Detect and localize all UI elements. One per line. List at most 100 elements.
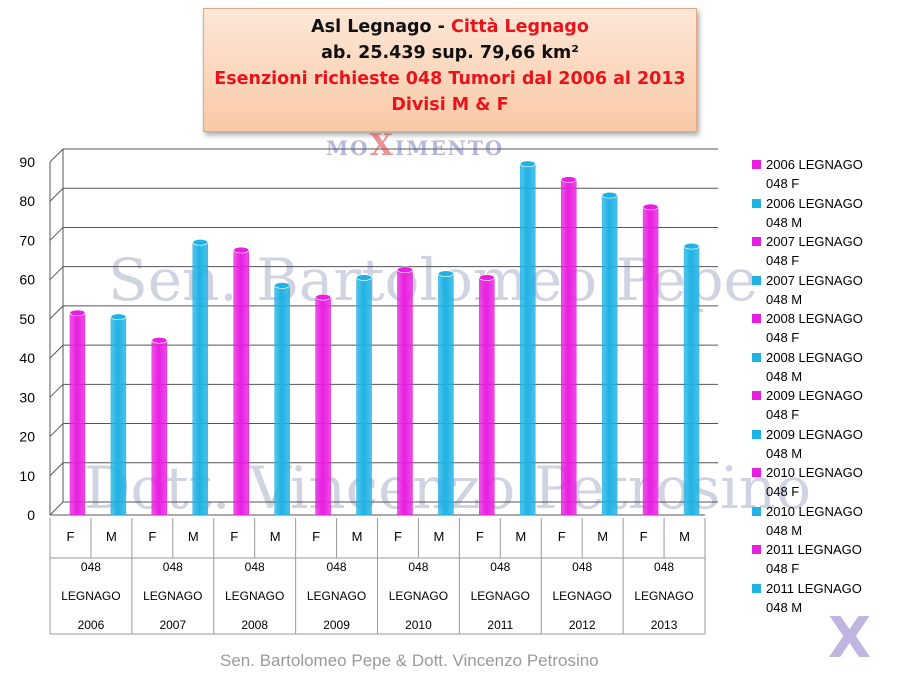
category-place: LEGNAGO [225, 589, 284, 603]
bar-M-2013 [683, 245, 700, 516]
y-tick-label: 40 [19, 350, 35, 366]
legend-swatch [752, 391, 761, 400]
y-tick-label: 30 [19, 389, 35, 405]
legend-label-line1: 2010 LEGNAGO [766, 503, 863, 519]
category-code: 048 [572, 560, 592, 574]
category-year: 2007 [159, 618, 186, 632]
category-place: LEGNAGO [634, 589, 693, 603]
bar-F-2006 [69, 312, 86, 516]
bar-F-2007 [151, 340, 168, 516]
sub-label-M: M [679, 529, 690, 544]
legend-label-line1: 2007 LEGNAGO [766, 234, 863, 249]
bar-M-2011 [520, 163, 536, 516]
category-place: LEGNAGO [389, 589, 448, 603]
legend-label-line2: 048 M [766, 291, 803, 307]
legend-label-line1: 2011 LEGNAGO [766, 580, 862, 596]
sub-label-F: F [230, 529, 238, 544]
legend-item: 2010 LEGNAGO 048 F [752, 463, 900, 502]
category-year: 2013 [651, 618, 678, 632]
bar-F-2010 [397, 269, 413, 516]
gridline-side [49, 148, 64, 163]
legend-swatch [752, 545, 761, 554]
bar-top-M-2013 [683, 242, 700, 250]
legend-label-line2: 048 F [766, 253, 800, 268]
category-year: 2011 [487, 618, 513, 632]
sub-label-F: F [394, 529, 402, 544]
bar-M-2010 [438, 273, 454, 516]
legend-swatch [752, 468, 761, 477]
category-place: LEGNAGO [553, 589, 612, 603]
sub-label-F: F [312, 529, 320, 544]
bar-top-M-2007 [192, 238, 209, 246]
bar-F-2008 [233, 249, 249, 516]
y-tick-label: 80 [19, 193, 35, 209]
legend-label: 2008 LEGNAGO 048 F [766, 309, 900, 347]
legend-label: 2010 LEGNAGO 048 M [766, 502, 900, 540]
sub-label-M: M [106, 529, 117, 544]
sub-label-M: M [352, 529, 363, 544]
legend-label: 2007 LEGNAGO 048 F [766, 232, 900, 270]
category-year: 2009 [323, 618, 350, 632]
gridline-side [49, 227, 64, 241]
legend-label: 2006 LEGNAGO 048 F [766, 155, 900, 193]
bar-top-M-2012 [601, 191, 618, 199]
legend-label: 2011 LEGNAGO 048 F [766, 540, 900, 578]
legend-swatch [752, 506, 761, 516]
bar-M-2009 [356, 277, 372, 516]
bar-top-M-2006 [110, 313, 127, 321]
legend-swatch [752, 237, 761, 246]
category-code: 048 [163, 560, 183, 574]
y-tick-label: 90 [19, 154, 35, 170]
legend-swatch [752, 314, 761, 323]
category-place: LEGNAGO [61, 589, 120, 603]
legend-label-line1: 2008 LEGNAGO [766, 349, 863, 365]
legend-label: 2008 LEGNAGO 048 M [766, 348, 900, 386]
legend-label-line2: 048 F [766, 176, 800, 191]
legend-label-line2: 048 M [766, 214, 803, 230]
title-asl: Asl Legnago - [311, 17, 452, 37]
bar-M-2006 [110, 316, 127, 516]
legend-label-line1: 2006 LEGNAGO [766, 157, 863, 172]
legend-item: 2010 LEGNAGO 048 M [752, 502, 900, 541]
legend-item: 2006 LEGNAGO 048 F [752, 155, 900, 194]
legend-label-line1: 2010 LEGNAGO [766, 465, 863, 480]
category-code: 048 [408, 560, 428, 574]
legend-item: 2007 LEGNAGO 048 F [752, 232, 900, 271]
legend-label-line2: 048 F [766, 330, 800, 345]
legend-item: 2007 LEGNAGO 048 M [752, 271, 900, 310]
bar-top-M-2011 [519, 160, 536, 168]
legend-item: 2009 LEGNAGO 048 F [752, 386, 900, 425]
gridline-side [49, 344, 64, 359]
y-tick-label: 50 [19, 311, 35, 327]
legend-label-line2: 048 F [766, 561, 800, 576]
y-tick-label: 0 [27, 507, 35, 523]
legend-item: 2011 LEGNAGO 048 F [752, 540, 900, 579]
legend-label-line2: 048 F [766, 484, 800, 499]
sub-label-F: F [640, 529, 648, 544]
title-exemptions: Esenzioni richieste 048 Tumori dal 2006 … [214, 69, 686, 89]
bar-M-2008 [274, 285, 290, 516]
legend-label: 2006 LEGNAGO 048 M [766, 194, 900, 232]
sub-label-M: M [188, 529, 199, 544]
legend-label-line2: 048 F [766, 407, 800, 422]
category-year: 2010 [405, 618, 432, 632]
legend-swatch [752, 275, 761, 285]
legend-label: 2007 LEGNAGO 048 M [766, 271, 900, 309]
category-place: LEGNAGO [307, 589, 366, 603]
legend-label-line2: 048 M [766, 368, 803, 384]
chart-title-box: Asl Legnago - Città Legnago ab. 25.439 s… [203, 8, 697, 132]
bar-F-2009 [315, 296, 331, 516]
x-logo-icon: X [828, 606, 872, 671]
gridline-side [49, 187, 64, 202]
sub-label-F: F [66, 529, 74, 544]
bar-top-F-2008 [233, 246, 250, 254]
legend-swatch [752, 352, 761, 362]
bar-F-2011 [479, 277, 495, 516]
legend-swatch [752, 583, 761, 593]
legend-label-line1: 2009 LEGNAGO [766, 388, 863, 403]
gridline-side [49, 383, 64, 398]
category-code: 048 [654, 560, 674, 574]
bar-M-2007 [192, 242, 209, 516]
legend-label-line2: 048 M [766, 522, 803, 538]
